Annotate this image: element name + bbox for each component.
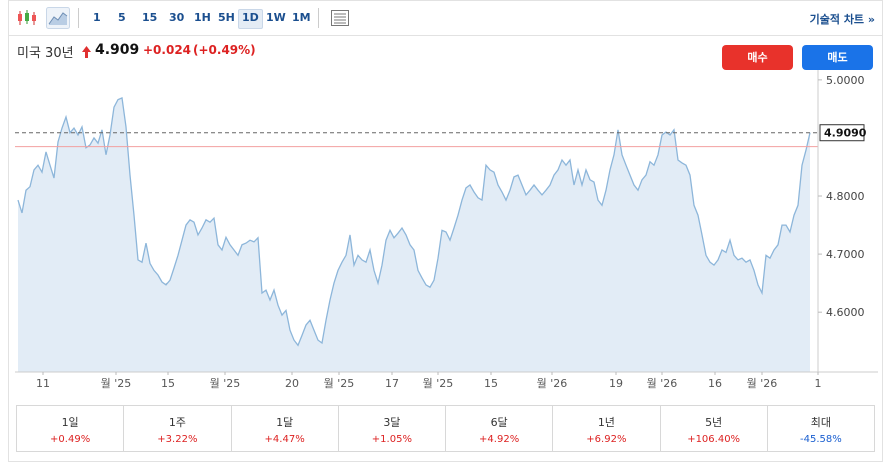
interval-button[interactable]: 15 <box>142 11 158 24</box>
separator <box>78 8 79 28</box>
x-tick-label: 15 <box>161 377 175 390</box>
x-tick-label: 월 '26 <box>647 377 678 390</box>
interval-button[interactable]: 5 <box>118 11 126 24</box>
y-tick-label: 4.8000 <box>826 190 865 203</box>
up-arrow <box>82 46 91 58</box>
y-tick-label: 4.6000 <box>826 306 865 319</box>
last-price-box <box>819 124 865 142</box>
period-label: 1달 <box>276 416 294 429</box>
interval-button[interactable]: 1D <box>238 9 263 29</box>
interval-button[interactable]: 1H <box>194 11 211 24</box>
performance-cell: 최대 -45.58% <box>766 406 874 451</box>
y-tick-label: 4.7000 <box>826 248 865 261</box>
period-label: 5년 <box>705 416 723 429</box>
last-price-label: 4.9090 <box>824 127 867 140</box>
price-line <box>17 96 811 347</box>
sell-button[interactable]: 매도 <box>802 45 873 70</box>
widget-frame <box>8 0 883 462</box>
performance-cell: 1일 +0.49% <box>17 406 123 451</box>
x-tick-label: 월 '25 <box>210 377 241 390</box>
x-tick-label: 1 <box>815 377 822 390</box>
performance-cell: 6달 +4.92% <box>445 406 552 451</box>
interval-button[interactable]: 1M <box>292 11 311 24</box>
table-icon[interactable] <box>330 9 350 27</box>
x-tick-label: 20 <box>285 377 299 390</box>
period-label: 3달 <box>383 416 401 429</box>
x-axis-labels: 11 월 '25 15 월 '25 20 월 '25 17 월 '25 15 월 '26 19 월 '… <box>36 372 822 390</box>
x-tick-label: 월 '26 <box>537 377 568 390</box>
interval-button[interactable]: 30 <box>169 11 185 24</box>
period-change: +6.92% <box>586 434 627 445</box>
x-tick-label: 11 <box>36 377 50 390</box>
period-change: -45.58% <box>800 434 842 445</box>
area-fill <box>18 97 810 372</box>
interval-button[interactable]: 5H <box>218 11 235 24</box>
interval-button[interactable]: 1 <box>93 11 101 24</box>
period-change: +4.92% <box>479 434 520 445</box>
period-label: 6달 <box>490 416 508 429</box>
technical-chart-link[interactable]: 기술적 차트 » <box>809 13 875 26</box>
period-label: 1주 <box>168 416 186 429</box>
separator <box>318 8 319 28</box>
performance-cell: 3달 +1.05% <box>337 406 445 451</box>
price-change: +0.024 <box>143 43 192 57</box>
toolbar: 1 5 15 30 1H 5H 1D 1W 1M 기술적 차트 » <box>8 0 883 36</box>
x-tick-label: 월 '26 <box>747 377 778 390</box>
period-change: +1.05% <box>371 434 412 445</box>
x-tick-label: 월 '25 <box>324 377 355 390</box>
period-change: +4.47% <box>264 434 305 445</box>
candle-icon[interactable] <box>16 9 38 27</box>
last-price: 4.909 <box>95 42 140 58</box>
x-tick-label: 월 '25 <box>423 377 454 390</box>
period-change: +0.49% <box>50 434 91 445</box>
x-tick-label: 17 <box>385 377 399 390</box>
chart: Investing.com4.60004.70004.80005.00004.9… <box>15 70 878 390</box>
period-change: +3.22% <box>157 434 198 445</box>
buy-button[interactable]: 매수 <box>722 45 793 70</box>
area-icon[interactable] <box>46 7 70 29</box>
y-tick-label: 5.0000 <box>826 74 865 87</box>
period-label: 1년 <box>597 416 615 429</box>
period-label: 1일 <box>61 416 79 429</box>
period-label: 최대 <box>810 416 831 429</box>
performance-cell: 1달 +4.47% <box>230 406 338 451</box>
performance-cell: 1년 +6.92% <box>552 406 659 451</box>
performance-cell: 1주 +3.22% <box>123 406 230 451</box>
x-tick-label: 월 '25 <box>101 377 132 390</box>
x-tick-label: 19 <box>609 377 623 390</box>
price-change-pct: (+0.49%) <box>193 43 256 57</box>
period-change: +106.40% <box>687 434 741 445</box>
performance-cell: 5년 +106.40% <box>659 406 767 451</box>
instrument-name: 미국 30년 <box>17 46 74 61</box>
interval-button[interactable]: 1W <box>266 11 286 24</box>
performance-table: 1일 +0.49% 1주 +3.22% 1달 +4.47% 3달 +1.05% 6달 +4.92%… <box>16 405 875 452</box>
x-tick-label: 15 <box>484 377 498 390</box>
x-tick-label: 16 <box>708 377 722 390</box>
